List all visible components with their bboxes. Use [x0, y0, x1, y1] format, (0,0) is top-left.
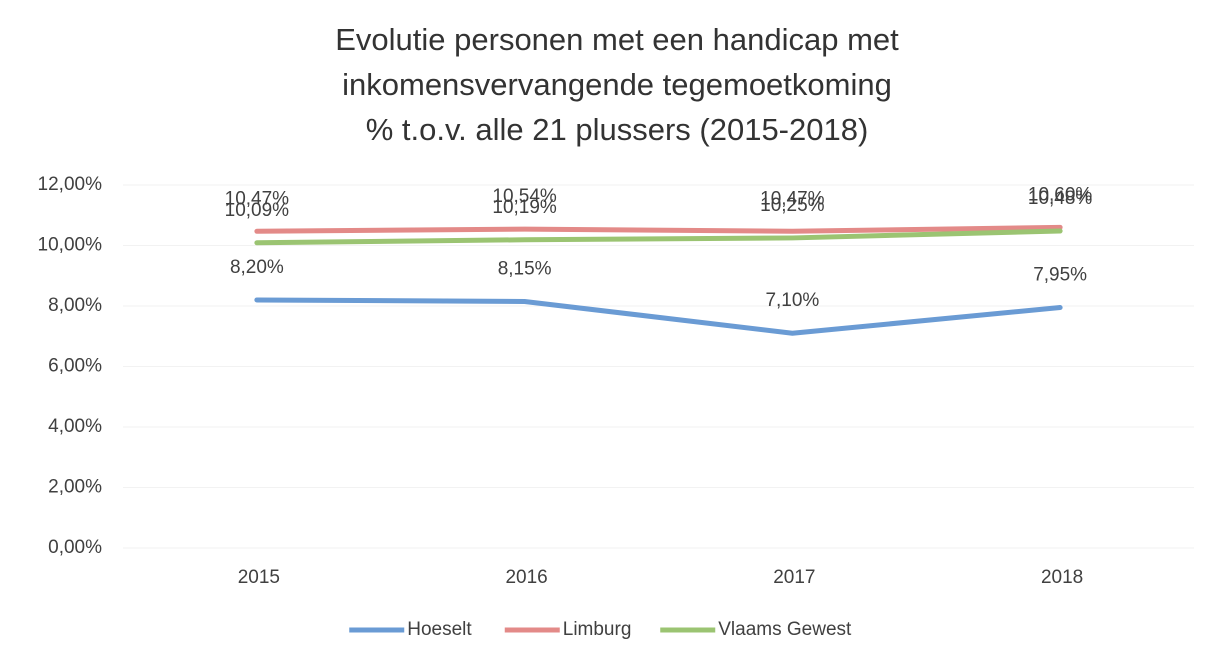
data-label: 10,60%: [1028, 184, 1093, 205]
y-tick-label: 0,00%: [48, 537, 102, 558]
chart-title: Evolutie personen met een handicap met: [335, 22, 899, 57]
series-line: [254, 297, 1063, 336]
data-label: 10,09%: [225, 200, 290, 221]
x-tick-label: 2016: [505, 567, 547, 588]
data-label: 10,48%: [1028, 188, 1093, 209]
y-tick-label: 10,00%: [38, 235, 103, 256]
data-label: 10,19%: [492, 197, 557, 218]
legend-label: Limburg: [563, 619, 632, 640]
legend-label: Vlaams Gewest: [718, 619, 852, 640]
y-tick-label: 8,00%: [48, 295, 102, 316]
data-label: 10,25%: [760, 195, 825, 216]
chart-title: inkomensvervangende tegemoetkoming: [342, 67, 892, 102]
data-label: 7,95%: [1033, 265, 1087, 286]
y-tick-label: 4,00%: [48, 416, 102, 437]
x-tick-label: 2015: [238, 567, 280, 588]
y-tick-label: 6,00%: [48, 356, 102, 377]
series-line: [254, 228, 1063, 246]
data-label: 10,54%: [492, 186, 557, 207]
x-tick-label: 2017: [773, 567, 815, 588]
data-label: 8,20%: [230, 257, 284, 278]
y-tick-label: 12,00%: [38, 174, 103, 195]
legend-label: Hoeselt: [407, 619, 472, 640]
data-label: 7,10%: [765, 290, 819, 311]
y-tick-label: 2,00%: [48, 477, 102, 498]
chart-title: % t.o.v. alle 21 plussers (2015-2018): [366, 112, 869, 147]
data-label: 8,15%: [498, 258, 552, 279]
series-line: [254, 224, 1063, 234]
data-label: 10,47%: [225, 188, 290, 209]
x-tick-label: 2018: [1041, 567, 1083, 588]
data-label: 10,47%: [760, 188, 825, 209]
